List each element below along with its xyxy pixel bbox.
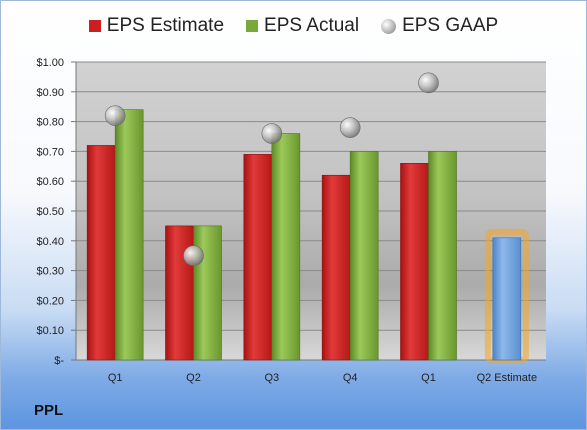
legend-label-gaap: EPS GAAP [402,15,499,36]
bar-eps-estimate [321,174,351,361]
legend-item-actual: EPS Actual [246,15,359,37]
legend-swatch-actual [246,20,259,32]
y-tick-label: $0.70 [36,146,64,158]
legend-swatch-estimate [88,20,101,32]
point-eps-gaap [104,105,126,126]
bar-eps-estimate [86,145,116,361]
ticker-label: PPL [34,402,64,419]
point-eps-gaap [183,245,204,266]
bar-eps-actual [428,151,457,361]
y-tick-label: $0.40 [36,236,64,248]
bar-eps-actual [114,109,144,361]
y-tick-label: $0.50 [36,206,64,218]
x-tick-label: Q1 [108,372,123,384]
y-tick-label: $0.60 [36,176,64,188]
x-tick-label: Q2 Estimate [477,372,538,384]
bar-eps-estimate [243,154,273,361]
legend-item-estimate: EPS Estimate [88,15,225,37]
bar-eps-actual [193,225,222,361]
y-tick-label: $0.30 [36,266,64,278]
x-tick-label: Q1 [421,372,436,384]
bar-eps-estimate [400,163,429,361]
point-eps-gaap [261,123,283,144]
legend-label-actual: EPS Actual [264,15,360,36]
bar-eps-actual [271,133,301,361]
y-tick-label: $- [54,355,64,367]
y-tick-label: $0.20 [36,295,64,307]
point-eps-gaap [339,117,361,138]
y-tick-label: $0.10 [36,325,64,337]
x-tick-label: Q4 [343,372,358,384]
point-eps-gaap [418,72,439,94]
y-tick-label: $1.00 [36,57,64,69]
x-tick-label: Q2 [186,372,201,384]
bar-q2-estimate [492,237,522,361]
legend-item-gaap: EPS GAAP [381,15,498,37]
y-tick-label: $0.90 [36,87,64,99]
legend-label-estimate: EPS Estimate [106,15,225,36]
chart-legend: EPS Estimate EPS Actual EPS GAAP [1,15,586,37]
x-tick-label: Q3 [264,372,279,384]
bar-eps-actual [349,151,379,361]
legend-swatch-gaap [381,18,397,34]
y-tick-label: $0.80 [36,117,64,129]
bar-eps-estimate [165,225,194,361]
